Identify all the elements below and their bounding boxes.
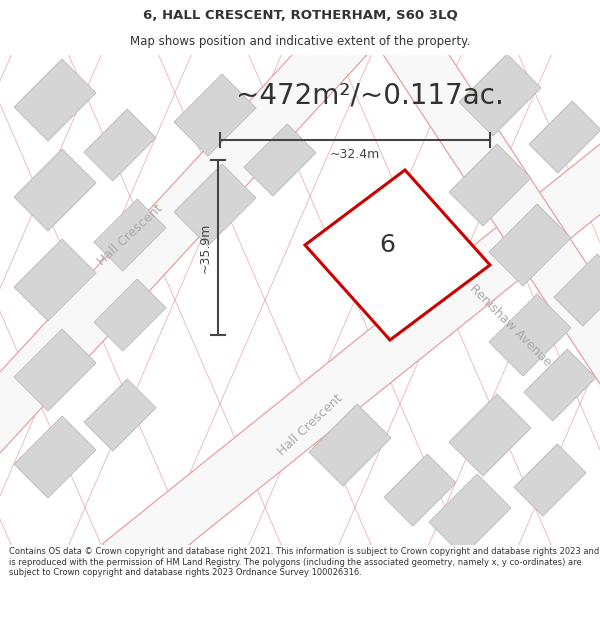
Polygon shape — [514, 444, 586, 516]
Polygon shape — [554, 254, 600, 326]
Text: 6, HALL CRESCENT, ROTHERHAM, S60 3LQ: 6, HALL CRESCENT, ROTHERHAM, S60 3LQ — [143, 9, 457, 22]
Text: ~472m²/~0.117ac.: ~472m²/~0.117ac. — [236, 81, 504, 109]
Polygon shape — [244, 124, 316, 196]
Polygon shape — [524, 349, 596, 421]
Polygon shape — [174, 74, 256, 156]
Text: Hall Crescent: Hall Crescent — [275, 392, 345, 458]
Text: 6: 6 — [380, 233, 395, 257]
Polygon shape — [459, 54, 541, 136]
Polygon shape — [309, 404, 391, 486]
Polygon shape — [357, 0, 600, 440]
Polygon shape — [449, 144, 531, 226]
Text: Contains OS data © Crown copyright and database right 2021. This information is : Contains OS data © Crown copyright and d… — [9, 548, 599, 578]
Text: Hall Crescent: Hall Crescent — [95, 202, 165, 268]
Polygon shape — [529, 101, 600, 173]
Polygon shape — [14, 239, 96, 321]
Polygon shape — [384, 454, 456, 526]
Polygon shape — [305, 170, 490, 340]
Text: ~32.4m: ~32.4m — [330, 148, 380, 161]
Polygon shape — [14, 59, 96, 141]
Polygon shape — [84, 379, 156, 451]
Polygon shape — [0, 0, 400, 464]
Polygon shape — [94, 279, 166, 351]
Polygon shape — [84, 109, 156, 181]
Text: ~35.9m: ~35.9m — [199, 222, 212, 272]
Polygon shape — [14, 329, 96, 411]
Polygon shape — [14, 416, 96, 498]
Polygon shape — [489, 204, 571, 286]
Text: Renishaw Avenue: Renishaw Avenue — [466, 281, 554, 369]
Text: Map shows position and indicative extent of the property.: Map shows position and indicative extent… — [130, 35, 470, 48]
Polygon shape — [489, 294, 571, 376]
Polygon shape — [449, 394, 531, 476]
Polygon shape — [174, 164, 256, 246]
Polygon shape — [429, 474, 511, 556]
Polygon shape — [94, 199, 166, 271]
Polygon shape — [14, 149, 96, 231]
Polygon shape — [103, 94, 600, 586]
